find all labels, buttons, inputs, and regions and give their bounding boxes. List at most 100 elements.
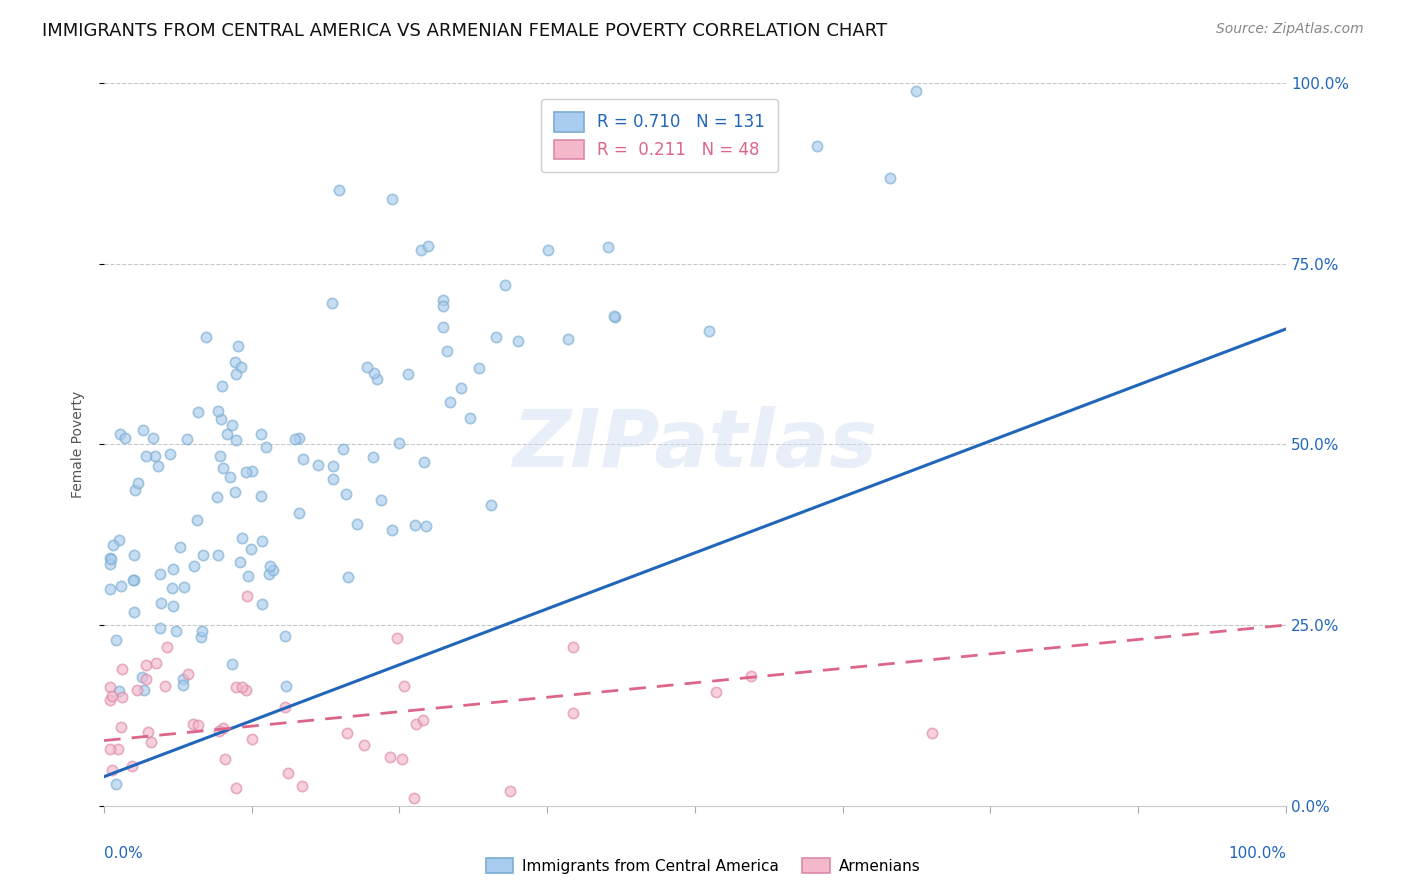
Legend: Immigrants from Central America, Armenians: Immigrants from Central America, Armenia…	[479, 852, 927, 880]
Point	[662, 115, 685, 129]
Point	[211, 379, 233, 393]
Point	[250, 597, 273, 611]
Point	[436, 344, 458, 359]
Point	[450, 381, 472, 395]
Point	[561, 640, 583, 654]
Point	[125, 682, 148, 697]
Point	[328, 183, 350, 197]
Point	[135, 449, 157, 463]
Point	[124, 483, 146, 498]
Point	[405, 717, 427, 731]
Point	[806, 138, 828, 153]
Point	[363, 367, 385, 381]
Point	[127, 476, 149, 491]
Point	[187, 404, 209, 418]
Point	[257, 567, 280, 582]
Text: ZIPatlas: ZIPatlas	[512, 406, 877, 483]
Point	[187, 718, 209, 732]
Point	[229, 555, 252, 569]
Point	[288, 506, 311, 520]
Point	[98, 550, 121, 565]
Point	[122, 574, 145, 588]
Point	[98, 681, 121, 695]
Point	[149, 621, 172, 635]
Point	[177, 667, 200, 681]
Point	[235, 683, 257, 698]
Point	[596, 240, 619, 254]
Point	[231, 359, 253, 374]
Point	[183, 559, 205, 574]
Point	[145, 656, 167, 670]
Point	[150, 595, 173, 609]
Point	[190, 630, 212, 644]
Point	[378, 750, 401, 764]
Point	[100, 689, 122, 703]
Point	[160, 582, 183, 596]
Point	[208, 449, 231, 463]
Point	[274, 700, 297, 714]
Point	[191, 624, 214, 639]
Point	[292, 452, 315, 467]
Point	[432, 300, 454, 314]
Point	[98, 742, 121, 756]
Point	[231, 681, 253, 695]
Point	[499, 784, 522, 798]
Point	[370, 493, 392, 508]
Point	[536, 244, 558, 258]
Point	[276, 766, 298, 780]
Point	[288, 431, 311, 445]
Point	[356, 359, 378, 374]
Point	[494, 277, 516, 292]
Point	[215, 426, 238, 441]
Point	[235, 466, 257, 480]
Point	[468, 361, 491, 376]
Point	[107, 741, 129, 756]
Point	[274, 679, 297, 693]
Text: IMMIGRANTS FROM CENTRAL AMERICA VS ARMENIAN FEMALE POVERTY CORRELATION CHART: IMMIGRANTS FROM CENTRAL AMERICA VS ARMEN…	[42, 22, 887, 40]
Point	[284, 432, 307, 446]
Point	[418, 238, 440, 252]
Point	[143, 449, 166, 463]
Point	[149, 566, 172, 581]
Point	[307, 458, 329, 472]
Point	[394, 679, 416, 693]
Point	[156, 640, 179, 654]
Point	[165, 624, 187, 639]
Point	[321, 296, 343, 310]
Point	[173, 580, 195, 594]
Point	[142, 431, 165, 445]
Point	[688, 98, 710, 112]
Point	[385, 631, 408, 645]
Point	[506, 334, 529, 348]
Point	[561, 706, 583, 720]
Point	[162, 599, 184, 613]
Point	[181, 717, 204, 731]
Point	[114, 431, 136, 445]
Point	[176, 432, 198, 446]
Text: 100.0%: 100.0%	[1227, 846, 1286, 861]
Point	[479, 498, 502, 512]
Point	[131, 670, 153, 684]
Point	[415, 519, 437, 533]
Point	[211, 721, 233, 735]
Point	[380, 523, 402, 537]
Point	[221, 657, 243, 671]
Point	[250, 426, 273, 441]
Point	[101, 538, 124, 552]
Point	[381, 192, 404, 206]
Point	[332, 442, 354, 456]
Point	[231, 531, 253, 545]
Point	[432, 319, 454, 334]
Point	[250, 533, 273, 548]
Point	[731, 129, 754, 144]
Point	[172, 678, 194, 692]
Point	[111, 690, 134, 704]
Point	[755, 157, 778, 171]
Point	[603, 310, 626, 324]
Point	[155, 679, 177, 693]
Point	[710, 127, 733, 141]
Point	[100, 551, 122, 566]
Point	[108, 427, 131, 442]
Point	[396, 368, 419, 382]
Point	[904, 84, 927, 98]
